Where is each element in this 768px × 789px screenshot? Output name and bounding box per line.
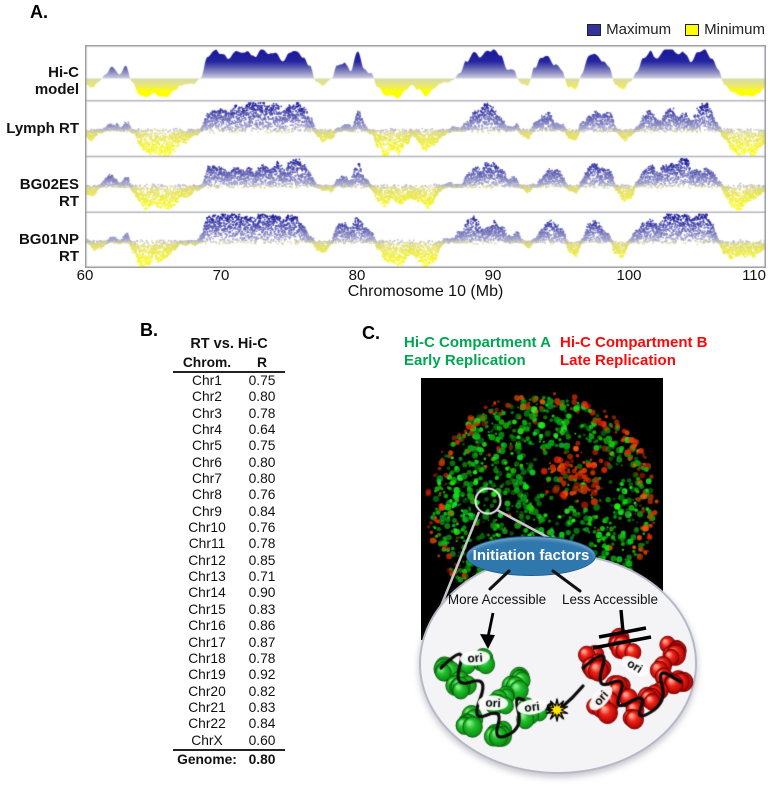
legend-maximum-label: Maximum xyxy=(606,21,672,38)
more-accessible-label: More Accessible xyxy=(447,592,547,607)
table-row: Chr19 0.92 xyxy=(188,667,276,683)
col-header-r: R xyxy=(257,355,267,370)
table-row: Chr8 0.76 xyxy=(192,487,276,503)
x-tick-70: 70 xyxy=(212,267,230,284)
table-row: Chr1 0.75 xyxy=(192,373,276,388)
table-row: Chr20 0.82 xyxy=(188,683,276,699)
table-row: Chr11 0.78 xyxy=(188,536,276,552)
table-row: Chr15 0.83 xyxy=(188,601,276,617)
rt-table-rows: Chr1 0.75 Chr2 0.80 Chr3 0.78 Chr4 0.64 Chr5 0.75… xyxy=(173,373,285,749)
rt-vs-hic-table: RT vs. Hi-C Chrom. R Chr1 0.75 Chr2 0.80 Chr… xyxy=(173,336,285,767)
x-tick-60: 60 xyxy=(76,267,94,284)
footer-genome-label: Genome: xyxy=(177,751,237,767)
panel-b-label: B. xyxy=(140,320,158,340)
table-header: Chrom. R xyxy=(173,355,285,373)
x-axis-title: Chromosome 10 (Mb) xyxy=(347,283,504,300)
track-label-hic-model: Hi-C model xyxy=(34,64,79,98)
legend-item-minimum: Minimum xyxy=(685,21,765,38)
table-row: Chr16 0.86 xyxy=(188,618,276,634)
compartment-a-line2: Early Replication xyxy=(404,352,526,369)
x-tick-110: 110 xyxy=(742,267,766,284)
maximum-swatch-icon xyxy=(587,23,602,36)
table-row: Chr7 0.80 xyxy=(192,471,276,487)
table-row: Chr13 0.71 xyxy=(188,569,276,585)
table-row: ChrX 0.60 xyxy=(191,732,276,748)
minimum-swatch-icon xyxy=(685,23,700,36)
table-row: Chr12 0.85 xyxy=(188,552,276,568)
compartment-b-line2: Late Replication xyxy=(560,352,676,369)
table-row: Chr4 0.64 xyxy=(192,422,276,438)
table-row: Chr10 0.76 xyxy=(188,520,276,536)
panel-a-label: A. xyxy=(30,2,48,22)
col-header-chrom: Chrom. xyxy=(182,355,232,370)
table-row: Chr17 0.87 xyxy=(188,634,276,650)
compartment-b-line1: Hi-C Compartment B xyxy=(560,334,708,351)
legend: Maximum Minimum xyxy=(587,21,765,38)
table-row: Chr2 0.80 xyxy=(192,389,276,405)
table-row: Chr9 0.84 xyxy=(192,503,276,519)
track-label-bg02es-rt: BG02ES RT xyxy=(19,176,79,210)
less-accessible-label: Less Accessible xyxy=(561,592,659,607)
legend-minimum-label: Minimum xyxy=(704,21,765,38)
table-row: Chr22 0.84 xyxy=(188,716,276,732)
table-row: Chr3 0.78 xyxy=(192,405,276,421)
table-row: Chr18 0.78 xyxy=(188,650,276,666)
track-label-bg01np-rt: BG01NP RT xyxy=(18,231,79,265)
initiation-factors-oval: Initiation factors xyxy=(466,536,596,576)
hic-rt-tracks-canvas xyxy=(85,45,766,268)
table-footer: Genome: 0.80 xyxy=(173,748,285,767)
x-tick-80: 80 xyxy=(348,267,366,284)
x-tick-90: 90 xyxy=(484,267,502,284)
legend-item-maximum: Maximum xyxy=(587,21,671,38)
compartment-b-heading: Hi-C Compartment B Late Replication xyxy=(560,334,760,370)
table-title: RT vs. Hi-C xyxy=(190,336,268,352)
compartment-a-line1: Hi-C Compartment A xyxy=(404,334,551,351)
table-row: Chr14 0.90 xyxy=(188,585,276,601)
table-row: Chr6 0.80 xyxy=(192,454,276,470)
compartment-a-heading: Hi-C Compartment A Early Replication xyxy=(404,334,574,370)
table-row: Chr5 0.75 xyxy=(192,438,276,454)
panel-c-label: C. xyxy=(362,323,380,343)
x-tick-100: 100 xyxy=(616,267,642,284)
track-label-lymph-rt: Lymph RT xyxy=(6,120,79,137)
chromatin-beads-canvas xyxy=(405,540,715,789)
footer-genome-value: 0.80 xyxy=(248,751,276,767)
table-row: Chr21 0.83 xyxy=(188,699,276,715)
